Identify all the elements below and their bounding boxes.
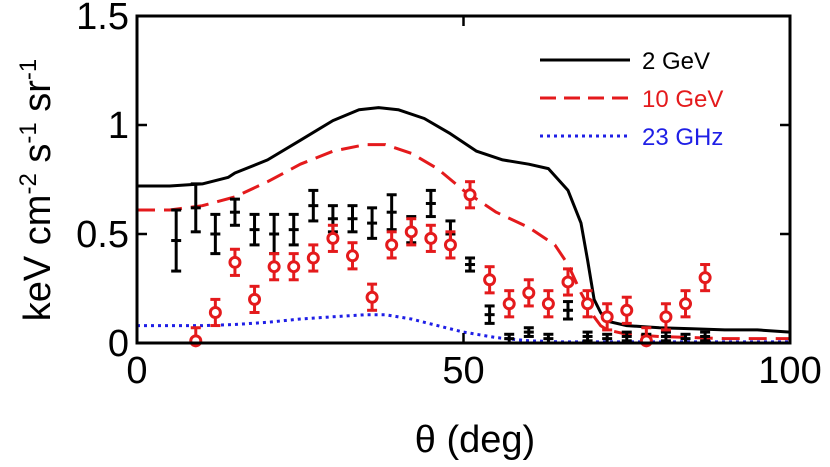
data-point-black [308, 188, 319, 223]
data-point-black [621, 330, 632, 343]
data-point-red [326, 223, 340, 253]
x-tick-label: 50 [442, 350, 484, 392]
data-point-red [345, 241, 359, 271]
data-point-black [210, 212, 221, 256]
data-point-black [465, 256, 476, 273]
y-tick-label: 1.5 [76, 0, 129, 38]
x-tick-label: 100 [758, 350, 821, 392]
legend-label-10gev: 10 GeV [642, 86, 723, 113]
data-point-red [365, 282, 379, 312]
data-point-red [306, 243, 320, 273]
data-point-red [248, 284, 262, 314]
data-point-red [483, 265, 497, 295]
data-point-black [171, 208, 182, 273]
data-point-red [620, 295, 634, 325]
data-point-black [190, 182, 201, 234]
data-point-black [288, 212, 299, 247]
data-point-red [698, 263, 712, 293]
data-point-red [522, 278, 536, 308]
legend-label-23ghz: 23 GHz [642, 124, 723, 151]
data-point-red [502, 289, 516, 319]
data-point-red [443, 230, 457, 260]
y-tick-label: 0.5 [76, 214, 129, 256]
y-axis-label-mid: s [17, 144, 59, 174]
data-point-black [386, 193, 397, 232]
data-point-red [404, 217, 418, 247]
data-point-red [541, 289, 555, 319]
x-axis-label: θ (deg) [415, 419, 535, 461]
data-point-black [660, 330, 671, 343]
data-point-red [287, 252, 301, 282]
data-point-red [424, 223, 438, 253]
series-line-0 [137, 106, 791, 334]
data-point-red [659, 302, 673, 332]
y-axis-label-exp1: -2 [15, 173, 42, 194]
data-point-red [267, 252, 281, 282]
data-point-black [249, 212, 260, 247]
data-point-black [347, 204, 358, 234]
legend-label-2gev: 2 GeV [642, 48, 710, 75]
legend: 2 GeV 10 GeV 23 GHz [540, 48, 723, 151]
data-point-red [561, 267, 575, 297]
data-point-red [228, 247, 242, 277]
tick-labels: 0 50 100 0 0.5 1 1.5 [76, 0, 822, 392]
y-tick-label: 0 [108, 323, 129, 365]
data-point-black [229, 197, 240, 227]
data-point-black [367, 206, 378, 240]
plot-area [137, 106, 791, 348]
data-point-red [463, 180, 477, 210]
data-point-black [484, 304, 495, 325]
data-point-black [269, 212, 280, 256]
y-tick-label: 1 [108, 105, 129, 147]
x-tick-label: 0 [126, 350, 147, 392]
data-point-red [581, 289, 595, 319]
data-point-black [523, 326, 534, 338]
data-point-red [208, 297, 222, 328]
y-axis-label-exp2: -1 [15, 122, 42, 143]
data-point-black [582, 330, 593, 343]
data-point-black [425, 188, 436, 219]
y-axis-label-base: keV cm [17, 195, 59, 322]
data-point-black [700, 330, 711, 343]
data-point-red [385, 230, 399, 260]
data-point-red [679, 289, 693, 319]
series-line-2 [137, 313, 790, 344]
axis-ticks [135, 14, 792, 345]
y-axis-label-exp3: -1 [15, 59, 42, 80]
y-axis-label: keV cm-2 s-1 sr-1 [15, 59, 59, 322]
data-point-red [600, 302, 614, 332]
y-axis-label-tail: sr [17, 80, 59, 123]
data-point-black [562, 300, 573, 321]
